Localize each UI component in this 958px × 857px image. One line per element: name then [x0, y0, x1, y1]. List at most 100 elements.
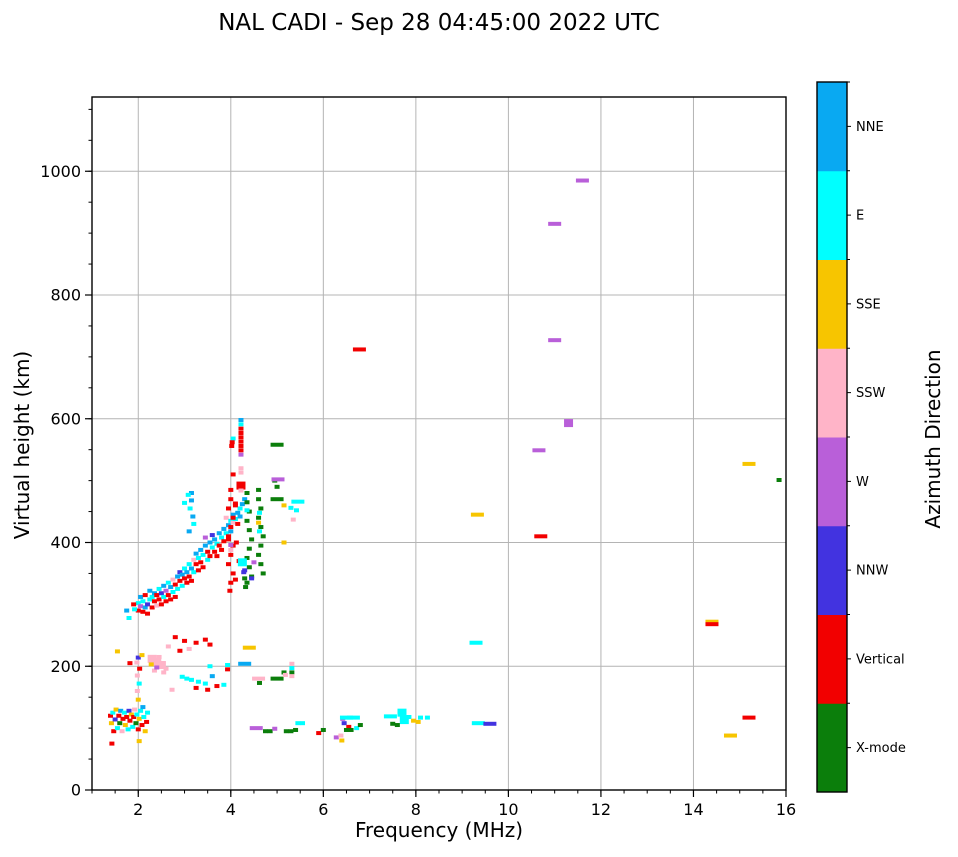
data-point — [417, 715, 423, 720]
data-point — [232, 577, 238, 582]
data-point — [575, 178, 589, 183]
data-point — [124, 714, 130, 719]
data-point — [742, 461, 756, 466]
data-point — [135, 601, 141, 606]
data-point — [161, 594, 167, 599]
data-point — [238, 435, 244, 440]
data-point — [239, 502, 245, 507]
data-point — [165, 644, 171, 649]
data-point — [190, 514, 196, 519]
data-point — [149, 594, 155, 599]
data-point — [249, 576, 255, 581]
data-point — [216, 531, 222, 536]
data-point — [133, 721, 139, 726]
data-point — [397, 708, 407, 717]
data-point — [184, 570, 190, 575]
data-point — [212, 549, 218, 554]
data-point — [134, 673, 140, 678]
data-point — [228, 497, 234, 502]
data-point — [223, 515, 229, 520]
data-point — [228, 580, 234, 585]
colorbar-category-label: X-mode — [856, 741, 906, 756]
data-point — [225, 537, 231, 542]
data-point — [118, 708, 124, 713]
data-point — [152, 657, 162, 666]
data-point — [207, 540, 213, 545]
data-point — [564, 419, 574, 428]
data-point — [288, 505, 294, 510]
data-point — [205, 549, 211, 554]
data-point — [131, 714, 137, 719]
data-point — [227, 588, 233, 593]
data-point — [198, 560, 204, 565]
data-point — [406, 714, 412, 719]
data-point — [228, 487, 234, 492]
data-point — [154, 593, 160, 598]
colorbar-segment-W — [817, 437, 847, 527]
data-point — [270, 676, 284, 681]
colorbar-segment-SSE — [817, 259, 847, 349]
data-point — [238, 488, 244, 493]
data-point — [191, 521, 197, 526]
data-point — [209, 545, 215, 550]
data-point — [383, 714, 397, 719]
data-point — [320, 727, 326, 732]
data-point — [230, 520, 236, 525]
x-tick-label: 10 — [498, 800, 518, 819]
data-point — [282, 672, 288, 677]
data-point — [147, 597, 153, 602]
data-point — [214, 684, 220, 689]
data-point — [281, 540, 287, 545]
data-point — [238, 430, 244, 435]
data-point — [238, 470, 244, 475]
data-point — [256, 529, 262, 534]
data-point — [244, 555, 250, 560]
colorbar-category-label: SSE — [856, 297, 881, 312]
data-point — [238, 422, 244, 427]
data-point — [175, 586, 181, 591]
data-point — [228, 529, 234, 534]
data-point — [281, 670, 287, 675]
data-point — [110, 710, 116, 715]
data-point — [289, 661, 295, 666]
data-point — [140, 599, 146, 604]
data-point — [158, 602, 164, 607]
data-point — [161, 583, 167, 588]
data-point — [742, 715, 756, 720]
data-point — [182, 576, 188, 581]
data-point — [191, 570, 197, 575]
colorbar-segment-X-mode — [817, 703, 847, 793]
data-point — [470, 512, 484, 517]
colorbar-segment-Vertical — [817, 614, 847, 704]
data-point — [154, 603, 160, 608]
data-point — [300, 721, 306, 726]
data-point — [188, 491, 194, 495]
data-point — [175, 574, 181, 579]
colorbar-category-label: NNE — [856, 120, 884, 135]
data-point — [186, 529, 192, 534]
data-point — [205, 687, 211, 692]
data-point — [229, 440, 235, 445]
data-point — [348, 727, 354, 732]
data-point — [165, 580, 171, 585]
data-point — [424, 715, 430, 720]
data-point — [163, 666, 169, 671]
data-point — [230, 436, 236, 441]
data-point — [238, 426, 244, 431]
data-point — [238, 661, 252, 666]
data-point — [200, 565, 206, 570]
data-point — [230, 512, 236, 517]
data-point — [238, 448, 244, 453]
data-point — [114, 649, 120, 654]
data-point — [293, 727, 299, 732]
data-point — [172, 594, 178, 599]
data-point — [256, 487, 262, 492]
data-point — [141, 714, 147, 719]
data-point — [230, 472, 236, 477]
data-point — [145, 602, 151, 607]
data-point — [228, 552, 234, 557]
data-point — [179, 674, 185, 679]
y-tick-label: 200 — [50, 657, 81, 676]
data-point — [187, 506, 193, 511]
data-point — [411, 718, 417, 723]
